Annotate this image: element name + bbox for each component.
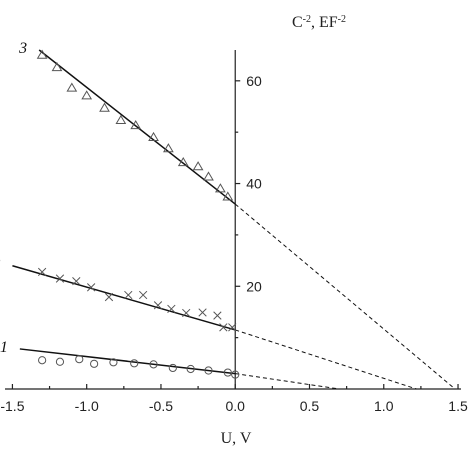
series-1: 1	[0, 339, 340, 390]
data-point	[55, 274, 65, 283]
data-point	[182, 308, 191, 318]
data-point	[204, 366, 213, 375]
y-ticks: 20 40 60	[235, 73, 262, 339]
data-point	[228, 323, 237, 332]
x-tick-label: 1.0	[374, 398, 394, 414]
data-point	[149, 360, 158, 369]
y-axis-title: C-2, EF-2	[292, 14, 346, 32]
data-point	[213, 311, 222, 320]
data-point	[168, 363, 177, 373]
data-point	[138, 290, 148, 300]
x-tick-label: -0.5	[149, 398, 173, 414]
data-point	[81, 90, 93, 100]
x-ticks: -1.5 -1.0 -0.5 0.0 0.5 1.0 1.5	[0, 384, 468, 414]
data-point	[192, 161, 204, 171]
extrapolation-line-2	[235, 329, 417, 390]
data-point	[51, 61, 63, 72]
data-point	[109, 358, 118, 367]
data-point	[130, 120, 142, 130]
data-point	[115, 114, 127, 125]
y-axis-title-c: C	[292, 14, 303, 31]
series-layer: 12 3	[0, 40, 456, 390]
data-point	[66, 82, 78, 92]
data-point	[104, 292, 114, 302]
axes	[5, 50, 461, 390]
series-label-1: 1	[0, 339, 8, 356]
extrapolation-line-1	[235, 373, 340, 390]
data-point	[86, 283, 96, 292]
data-point	[37, 267, 47, 277]
data-point	[153, 301, 163, 310]
data-point	[72, 276, 81, 286]
fit-line-3	[38, 49, 236, 205]
data-point	[223, 368, 232, 377]
data-point	[148, 131, 159, 141]
y-axis-title-sup1: -2	[303, 14, 311, 25]
data-point	[186, 364, 195, 374]
data-point	[163, 143, 174, 153]
y-tick-label: 40	[246, 176, 262, 192]
x-tick-label: 1.5	[448, 398, 468, 414]
data-point	[36, 49, 48, 59]
y-tick-label: 60	[246, 73, 262, 89]
data-point	[130, 359, 139, 368]
data-point	[215, 183, 226, 193]
data-point	[203, 171, 214, 181]
data-point	[219, 323, 228, 332]
fit-line-1	[19, 348, 236, 375]
x-tick-label: -1.0	[75, 398, 99, 414]
data-point	[177, 156, 189, 167]
series-2: 2	[0, 256, 417, 390]
data-point	[38, 356, 47, 365]
fit-line-2	[12, 265, 236, 331]
x-axis-title: U, V	[221, 430, 252, 447]
data-point	[90, 359, 99, 368]
data-point	[75, 355, 84, 364]
data-point	[198, 308, 207, 317]
data-point	[99, 102, 110, 112]
y-axis-title-mid: , EF	[311, 14, 338, 31]
data-point	[167, 304, 176, 314]
y-axis-title-sup2: -2	[338, 14, 346, 25]
data-point	[55, 357, 65, 366]
data-point	[124, 290, 133, 300]
x-tick-label: -1.5	[0, 398, 24, 414]
x-tick-label: 0.0	[225, 398, 245, 414]
series-label-3: 3	[18, 40, 27, 57]
extrapolation-line-3	[234, 203, 456, 390]
series-3: 3	[18, 40, 456, 390]
x-tick-label: 0.5	[300, 398, 320, 414]
data-point	[222, 191, 234, 201]
y-tick-label: 20	[246, 278, 262, 294]
data-point	[231, 370, 240, 379]
